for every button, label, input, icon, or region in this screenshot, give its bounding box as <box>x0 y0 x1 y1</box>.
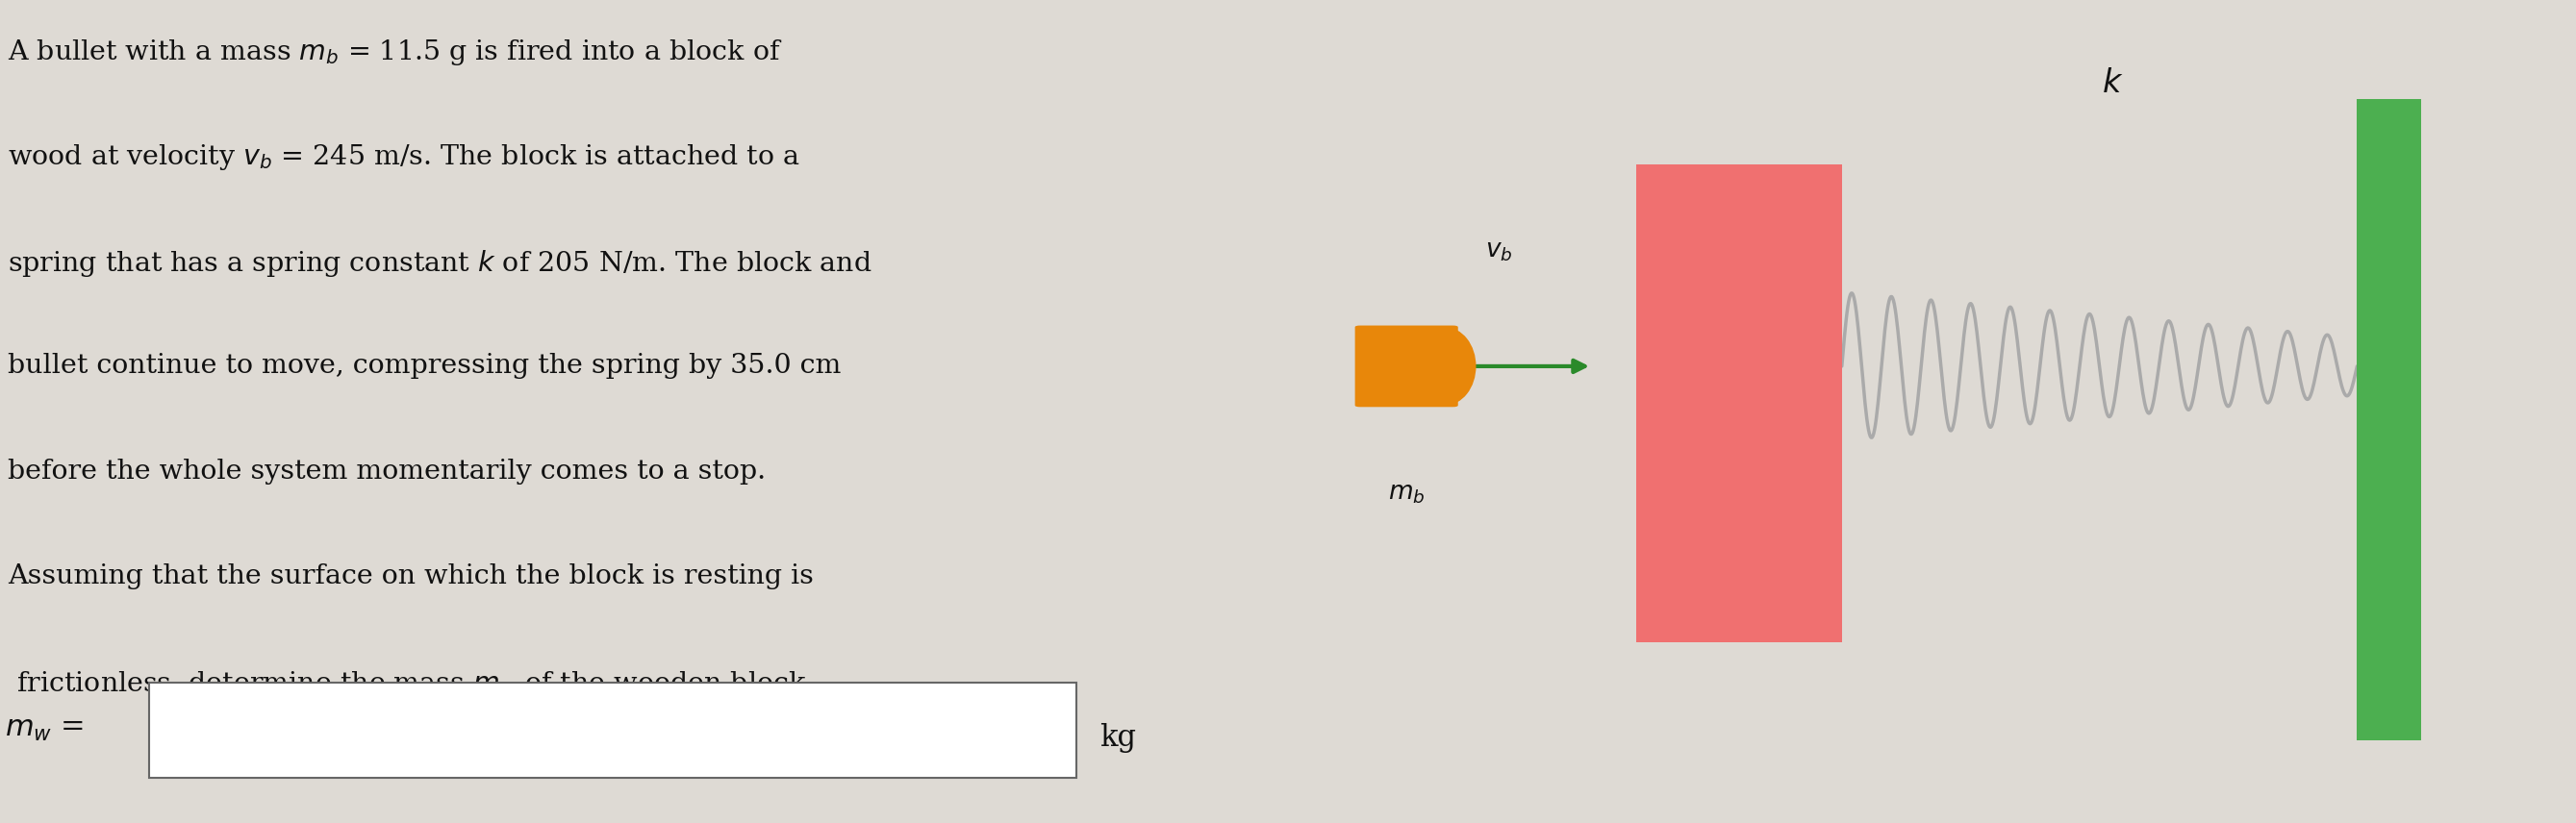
Ellipse shape <box>1414 328 1476 406</box>
Text: $m_w$ =: $m_w$ = <box>5 714 85 743</box>
Bar <box>149 683 1077 778</box>
Text: spring that has a spring constant $k$ of 205 N/m. The block and: spring that has a spring constant $k$ of… <box>8 248 873 278</box>
Text: bullet continue to move, compressing the spring by 35.0 cm: bullet continue to move, compressing the… <box>8 353 842 379</box>
FancyBboxPatch shape <box>1355 326 1458 407</box>
Text: kg: kg <box>1100 723 1136 753</box>
Text: A bullet with a mass $m_b$ = 11.5 g is fired into a block of: A bullet with a mass $m_b$ = 11.5 g is f… <box>8 37 783 67</box>
Text: wood at velocity $v_b$ = 245 m/s. The block is attached to a: wood at velocity $v_b$ = 245 m/s. The bl… <box>8 142 801 172</box>
Text: $m_b$: $m_b$ <box>1388 481 1425 505</box>
Text: frictionless, determine the mass $m_w$ of the wooden block.: frictionless, determine the mass $m_w$ o… <box>8 669 814 698</box>
Bar <box>2357 99 2421 741</box>
Text: before the whole system momentarily comes to a stop.: before the whole system momentarily come… <box>8 458 765 485</box>
Text: $v_b$: $v_b$ <box>1486 239 1512 263</box>
Text: $k$: $k$ <box>2102 68 2123 99</box>
Text: Assuming that the surface on which the block is resting is: Assuming that the surface on which the b… <box>8 564 814 590</box>
Bar <box>1636 165 1842 642</box>
